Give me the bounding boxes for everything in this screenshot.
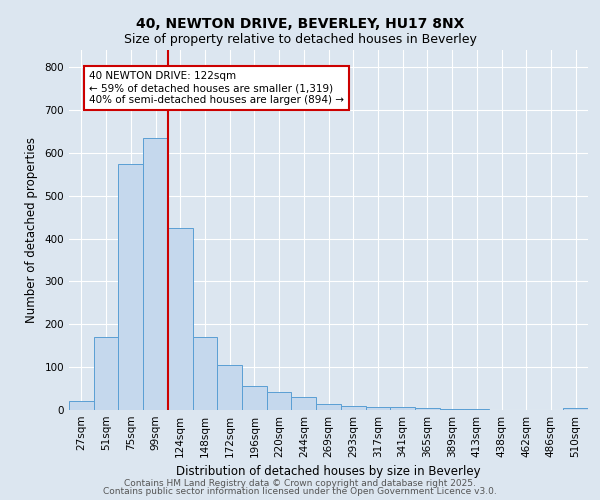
Bar xyxy=(242,386,267,410)
Bar xyxy=(292,397,316,410)
Bar xyxy=(69,402,94,410)
Bar xyxy=(563,408,588,410)
Bar xyxy=(390,408,415,410)
Text: 40, NEWTON DRIVE, BEVERLEY, HU17 8NX: 40, NEWTON DRIVE, BEVERLEY, HU17 8NX xyxy=(136,18,464,32)
Bar xyxy=(365,406,390,410)
Bar xyxy=(143,138,168,410)
Bar xyxy=(168,228,193,410)
Bar xyxy=(118,164,143,410)
Bar xyxy=(341,406,365,410)
Bar xyxy=(440,408,464,410)
Text: Contains HM Land Registry data © Crown copyright and database right 2025.: Contains HM Land Registry data © Crown c… xyxy=(124,478,476,488)
Bar xyxy=(193,337,217,410)
X-axis label: Distribution of detached houses by size in Beverley: Distribution of detached houses by size … xyxy=(176,466,481,478)
Bar xyxy=(464,409,489,410)
Text: Size of property relative to detached houses in Beverley: Size of property relative to detached ho… xyxy=(124,32,476,46)
Bar xyxy=(316,404,341,410)
Bar xyxy=(94,337,118,410)
Y-axis label: Number of detached properties: Number of detached properties xyxy=(25,137,38,323)
Bar xyxy=(217,365,242,410)
Text: Contains public sector information licensed under the Open Government Licence v3: Contains public sector information licen… xyxy=(103,487,497,496)
Text: 40 NEWTON DRIVE: 122sqm
← 59% of detached houses are smaller (1,319)
40% of semi: 40 NEWTON DRIVE: 122sqm ← 59% of detache… xyxy=(89,72,344,104)
Bar xyxy=(415,408,440,410)
Bar xyxy=(267,392,292,410)
